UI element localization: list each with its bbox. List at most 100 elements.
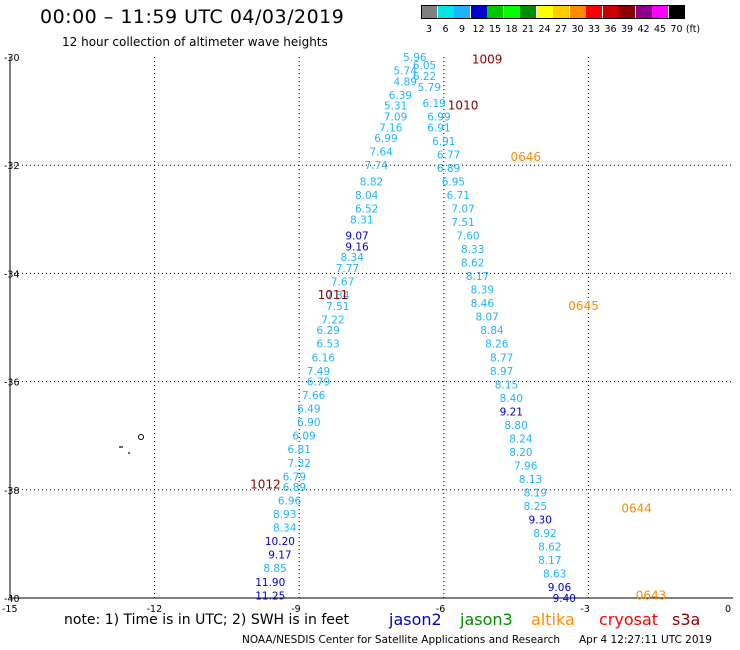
swh-value: 8.26 bbox=[485, 339, 509, 351]
swh-value: 8.17 bbox=[538, 555, 561, 567]
y-tick-label: -32 bbox=[4, 161, 20, 172]
map-grid bbox=[10, 57, 733, 598]
swh-value: 6.89 bbox=[283, 482, 306, 494]
swh-value: 6.49 bbox=[297, 404, 320, 416]
swh-value: 7.32 bbox=[288, 458, 311, 470]
y-tick-label: -34 bbox=[4, 269, 20, 280]
legend-swatch bbox=[602, 5, 619, 19]
swh-value: 6.77 bbox=[437, 149, 460, 161]
swh-value: 7.49 bbox=[307, 366, 330, 378]
pass-number-label: 0645 bbox=[568, 299, 599, 313]
legend-label: 15 bbox=[488, 24, 502, 35]
y-tick-label: -30 bbox=[4, 53, 20, 64]
x-tick-label: -6 bbox=[436, 604, 445, 615]
swh-value: 8.77 bbox=[490, 352, 513, 364]
footer-note: note: 1) Time is in UTC; 2) SWH is in fe… bbox=[64, 612, 350, 628]
map-subtitle: 12 hour collection of altimeter wave hei… bbox=[62, 35, 328, 49]
legend-swatch bbox=[454, 5, 470, 19]
swh-value: 7.67 bbox=[331, 277, 354, 289]
swh-value: 6.39 bbox=[389, 90, 412, 102]
island-outline bbox=[119, 434, 144, 454]
legend-swatch bbox=[421, 5, 437, 19]
satellite-label-s3a: s3a bbox=[672, 610, 701, 629]
legend-swatch bbox=[569, 5, 586, 19]
swh-value: 7.51 bbox=[326, 301, 349, 313]
swh-value: 8.17 bbox=[466, 271, 489, 283]
swh-value: 7.74 bbox=[365, 160, 389, 172]
swh-value: 8.97 bbox=[490, 366, 513, 378]
wave-height-values: 5.966.055.746.224.89 5.79 6.39 6.19 5.317.09… bbox=[255, 52, 576, 605]
legend-swatch bbox=[619, 5, 635, 19]
swh-value: 8.62 bbox=[538, 542, 561, 554]
swh-value: 5.31 bbox=[384, 101, 407, 113]
swh-value: 5.96 bbox=[403, 52, 427, 64]
legend-label: 42 bbox=[637, 24, 650, 35]
swh-value: 8.13 bbox=[519, 474, 542, 486]
swh-value: 8.92 bbox=[533, 528, 556, 540]
swh-value: 5.74 bbox=[394, 66, 418, 78]
swh-value: 7.22 bbox=[321, 314, 344, 326]
swh-value: 8.82 bbox=[360, 176, 383, 188]
legend-label: 70 bbox=[670, 24, 683, 35]
swh-value: 8.39 bbox=[471, 285, 494, 297]
swh-value: 8.80 bbox=[504, 420, 527, 432]
swh-value: 7.16 bbox=[379, 122, 403, 134]
swh-value: 11.90 bbox=[255, 577, 285, 589]
swh-value: 6.71 bbox=[447, 190, 470, 202]
legend-label: 24 bbox=[538, 24, 551, 35]
legend-swatch bbox=[668, 5, 685, 19]
generated-timestamp: Apr 4 12:27:11 UTC 2019 bbox=[579, 634, 712, 646]
swh-value: 6.91 bbox=[432, 136, 455, 148]
legend-swatch bbox=[470, 5, 487, 19]
map-title: 00:00 – 11:59 UTC 04/03/2019 bbox=[40, 6, 345, 28]
swh-value: 6.29 bbox=[316, 325, 339, 337]
legend-label: 33 bbox=[587, 24, 601, 35]
legend-label: 6 bbox=[442, 24, 449, 35]
swh-value: 7.77 bbox=[336, 263, 359, 275]
satellite-label-jason2: jason2 bbox=[389, 610, 442, 629]
pass-number-label: 0643 bbox=[636, 588, 667, 602]
legend-swatch bbox=[487, 5, 503, 19]
swh-value: 6.16 bbox=[312, 352, 336, 364]
legend-swatch bbox=[586, 5, 602, 19]
legend-label: 39 bbox=[620, 24, 634, 35]
swh-value: 6.91 bbox=[427, 122, 450, 134]
legend-label: 36 bbox=[604, 24, 617, 35]
swh-value: 8.19 bbox=[524, 488, 547, 500]
swh-value: 6.53 bbox=[316, 339, 339, 351]
swh-value: 8.84 bbox=[480, 325, 504, 337]
swh-value: 6.99 bbox=[374, 133, 397, 145]
swh-value: 9.21 bbox=[500, 406, 523, 418]
legend-label: 9 bbox=[458, 24, 466, 35]
swh-value: 7.07 bbox=[451, 203, 474, 215]
swh-value: 8.24 bbox=[509, 433, 533, 445]
swh-value: 11.25 bbox=[255, 590, 285, 602]
swh-value: 6.22 bbox=[413, 71, 436, 83]
legend-swatch bbox=[652, 5, 668, 19]
swh-value: 8.34 bbox=[341, 252, 365, 264]
x-tick-label: -12 bbox=[147, 604, 163, 615]
swh-value: 6.09 bbox=[292, 431, 315, 443]
swh-value: 6.99 bbox=[427, 112, 450, 124]
island-marker bbox=[138, 434, 144, 440]
swh-value: 9.06 bbox=[548, 582, 572, 594]
swh-value: 8.33 bbox=[461, 244, 484, 256]
swh-value: 7.34 bbox=[326, 290, 350, 302]
map-frame bbox=[9, 57, 733, 599]
swh-value: 8.07 bbox=[475, 312, 498, 324]
pass-number-label: 1012 bbox=[250, 477, 281, 491]
satellite-label-altika: altika bbox=[531, 610, 575, 629]
swh-value: 4.89 bbox=[394, 76, 417, 88]
y-tick-label: -36 bbox=[4, 378, 20, 389]
x-tick-label: -9 bbox=[291, 604, 300, 615]
swh-value: 5.79 bbox=[418, 82, 441, 94]
pass-number-label: 1010 bbox=[448, 99, 479, 113]
swh-value: 6.81 bbox=[288, 444, 311, 456]
swh-value: 8.85 bbox=[263, 563, 286, 575]
swh-value: 8.34 bbox=[273, 523, 297, 535]
swh-value: 7.51 bbox=[451, 217, 474, 229]
credit-text: NOAA/NESDIS Center for Satellite Applica… bbox=[242, 634, 560, 646]
legend-swatch bbox=[503, 5, 520, 19]
pass-labels: 1009 1010 1011 1012 0646 0645 0644 0643 bbox=[250, 53, 666, 603]
legend-label: 18 bbox=[505, 24, 518, 35]
